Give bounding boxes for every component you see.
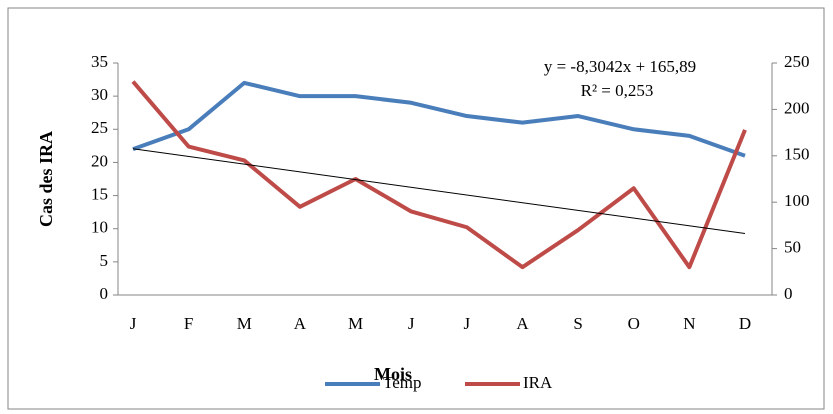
x-tick-label: M: [237, 314, 252, 333]
line-series: [132, 80, 746, 158]
x-tick-label: D: [739, 314, 751, 333]
x-tick-label: J: [464, 314, 471, 333]
trendline: [132, 148, 746, 235]
annotation: R² = 0,253: [581, 81, 654, 100]
x-tick-label: A: [516, 314, 529, 333]
y-tick-label: 5: [100, 251, 109, 270]
legend-label: Temp: [383, 373, 421, 392]
line-series: [131, 80, 747, 270]
x-tick-label: O: [628, 314, 640, 333]
x-axis-label: Mois: [374, 364, 412, 384]
annotation: y = -8,3042x + 165,89: [544, 57, 696, 76]
x-tick-label: A: [294, 314, 307, 333]
x-tick-label: J: [130, 314, 137, 333]
x-tick-label: F: [184, 314, 193, 333]
y2-tick-label: 150: [784, 145, 810, 164]
x-tick-label: M: [348, 314, 363, 333]
y-tick-label: 15: [91, 184, 108, 203]
y2-tick-label: 200: [784, 98, 810, 117]
y-tick-label: 0: [100, 284, 109, 303]
y2-tick-label: 0: [784, 284, 793, 303]
y2-tick-label: 100: [784, 191, 810, 210]
y2-tick-label: 50: [784, 238, 801, 257]
y-axis-label: Cas des IRA: [36, 131, 56, 227]
x-tick-label: S: [573, 314, 582, 333]
x-tick-label: J: [408, 314, 415, 333]
y-tick-label: 35: [91, 52, 108, 71]
legend-label: IRA: [523, 373, 553, 392]
y-tick-label: 10: [91, 218, 108, 237]
y-tick-label: 30: [91, 85, 108, 104]
y2-tick-label: 250: [784, 52, 810, 71]
y-tick-label: 25: [91, 118, 108, 137]
chart-border: [7, 7, 825, 410]
x-tick-label: N: [683, 314, 695, 333]
y-tick-label: 20: [91, 151, 108, 170]
